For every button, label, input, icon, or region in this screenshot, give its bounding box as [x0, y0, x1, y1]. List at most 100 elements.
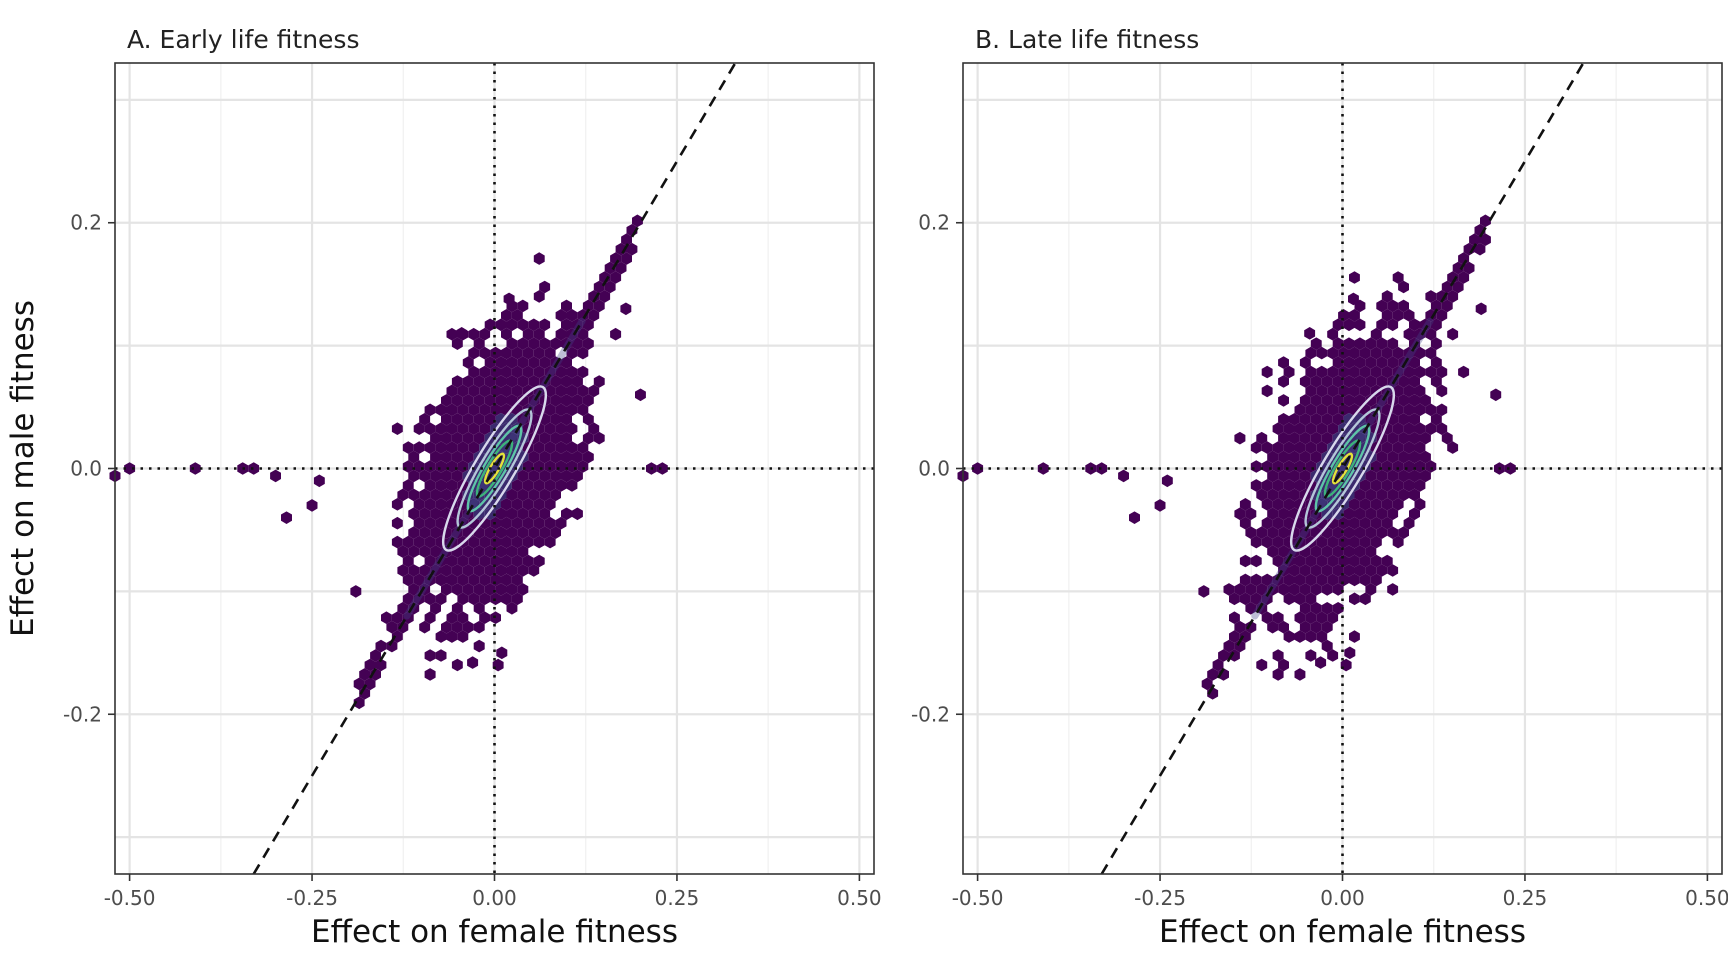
hex-bin — [506, 583, 518, 596]
hex-bin — [1343, 507, 1355, 521]
hex-bin — [1316, 573, 1328, 587]
hex-bin — [1387, 469, 1399, 483]
hex-bin — [1332, 564, 1344, 577]
hex-bin — [1327, 535, 1339, 549]
hex-bin — [561, 450, 572, 464]
hex-bin — [375, 658, 387, 672]
hex-bin — [1332, 394, 1344, 407]
hex-bin — [511, 592, 523, 606]
hex-bin — [490, 384, 501, 398]
hex-bin — [468, 573, 480, 587]
hexbin-layer — [109, 214, 668, 710]
hex-bin — [1272, 460, 1284, 473]
hex-bin — [1458, 271, 1470, 284]
hex-bin — [1354, 545, 1366, 558]
hex-bin — [441, 394, 452, 407]
hex-bin — [1392, 271, 1404, 284]
hex-bin — [424, 649, 436, 662]
hex-bin — [1250, 554, 1262, 568]
hex-bin — [490, 365, 501, 379]
hex-bin — [1376, 488, 1388, 502]
hex-bin — [506, 545, 518, 558]
hex-bin — [1294, 554, 1306, 568]
hex-bin — [1316, 611, 1328, 624]
hex-bin — [1425, 365, 1437, 379]
hex-bin — [577, 365, 589, 379]
hex-bin — [1381, 516, 1393, 530]
hex-bin — [435, 422, 447, 435]
hex-bin — [544, 479, 556, 492]
hex-bin — [1332, 602, 1344, 615]
hex-bin — [1327, 422, 1339, 435]
hex-bin — [511, 309, 523, 322]
hex-bin — [451, 583, 463, 596]
density-ridge — [403, 317, 586, 620]
hex-bin — [1480, 233, 1491, 246]
hex-bin — [555, 327, 567, 341]
hex-bin — [419, 564, 431, 577]
hex-bin — [517, 299, 529, 313]
hex-bin — [495, 583, 507, 596]
hex-bin — [1294, 460, 1306, 473]
hex-bin — [528, 507, 540, 521]
hex-bin — [517, 526, 529, 539]
hex-bin — [539, 337, 551, 350]
hex-bin — [1267, 507, 1279, 521]
hex-bin — [1250, 592, 1262, 606]
hex-bin — [1310, 413, 1322, 426]
hex-bin — [511, 535, 523, 549]
hex-bin — [1327, 573, 1339, 587]
hex-bin — [451, 526, 463, 539]
hex-bin — [413, 441, 425, 454]
hex-bin — [419, 507, 431, 521]
hex-bin — [495, 507, 507, 521]
hex-bin — [435, 498, 447, 511]
hex-bin — [1420, 431, 1431, 445]
hex-bin — [1267, 526, 1279, 539]
hex-bin — [577, 346, 589, 360]
hex-outlier — [496, 646, 508, 660]
hex-bin — [1436, 309, 1448, 322]
hex-bin — [1370, 346, 1382, 360]
hex-bin — [408, 469, 420, 483]
hex-bin — [1343, 413, 1355, 426]
hex-bin — [1278, 375, 1289, 388]
hex-bin — [1387, 299, 1399, 313]
hex-bin — [572, 450, 583, 464]
hex-bin — [1256, 526, 1268, 539]
hex-bin — [533, 327, 545, 341]
hex-bin — [1245, 583, 1257, 596]
hex-bin — [1392, 384, 1404, 398]
hex-bin — [566, 309, 578, 322]
hex-bin — [566, 384, 578, 398]
hex-bin — [424, 460, 436, 473]
hex-bin — [1250, 535, 1262, 549]
hex-bin — [490, 554, 501, 568]
hex-bin — [468, 403, 480, 417]
hex-bin — [544, 384, 556, 398]
hex-bin — [511, 516, 523, 530]
hex-bin — [473, 583, 485, 596]
hex-bin — [1272, 554, 1284, 568]
hex-bin — [1234, 620, 1246, 634]
hex-bin — [1425, 290, 1437, 303]
hex-bin — [1299, 564, 1311, 577]
hex-bin — [1327, 611, 1339, 624]
hex-bin — [561, 337, 572, 350]
hex-bin — [1403, 441, 1415, 454]
hex-bin — [533, 554, 545, 568]
hex-bin — [364, 677, 376, 691]
hex-bin — [577, 327, 589, 341]
hex-bin — [517, 318, 529, 332]
hex-bin — [1305, 346, 1317, 360]
density-contour — [1290, 385, 1395, 552]
hex-bin — [1321, 413, 1333, 426]
hex-bin — [533, 346, 545, 360]
hex-bin — [1316, 554, 1328, 568]
hex-bin — [1463, 261, 1475, 275]
hex-bin — [430, 602, 441, 615]
hex-bin — [1272, 498, 1284, 511]
x-tick-label: 0.00 — [1320, 886, 1365, 910]
hex-bin — [462, 450, 474, 464]
hex-bin — [1414, 479, 1426, 492]
